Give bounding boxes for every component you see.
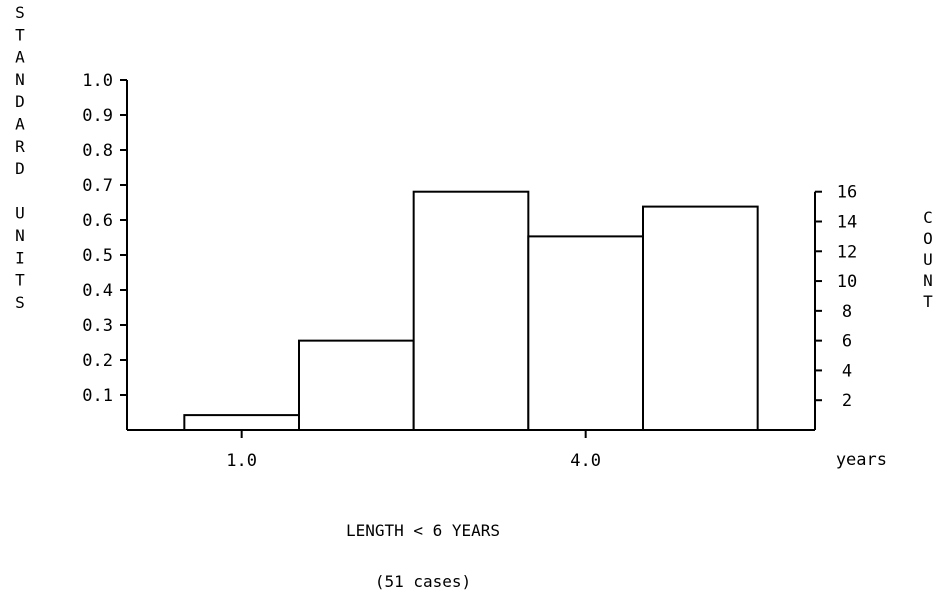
right-y-tick-label: 2 [842,391,852,411]
right-y-tick-label: 10 [837,272,857,292]
right-y-tick-label: 4 [842,361,852,381]
left-y-tick-label: 0.5 [82,246,113,266]
right-y-tick-label: 16 [837,183,857,203]
left-y-tick-label: 0.1 [82,386,113,406]
x-tick-label: 1.0 [226,451,257,471]
histogram-bar-3 [412,190,530,431]
left-y-tick-label: 0.4 [82,281,113,301]
left-y-tick-label: 0.3 [82,316,113,336]
left-y-tick-label: 0.7 [82,176,113,196]
right-y-axis-label-letter: C [923,208,933,227]
left-y-tick-label: 1.0 [82,71,113,91]
left-y-axis-label-letter: R [15,137,25,156]
histogram-bar-2 [298,339,415,432]
left-y-tick-label: 0.2 [82,351,113,371]
histogram-bar-4 [527,235,644,431]
left-y-axis-label-letter: S [15,3,25,22]
x-ticks: 1.0 4.0 [226,430,601,471]
right-y-ticks: 2 4 6 8 10 12 14 16 [815,183,857,411]
histogram-bar-1 [183,414,300,432]
left-y-tick-label: 0.8 [82,141,113,161]
right-y-tick-label: 14 [837,212,857,232]
left-y-axis-label-letter: N [15,70,25,89]
left-y-axis-label-letter: D [15,92,25,111]
right-y-axis-label-letter: O [923,229,933,248]
left-y-axis-label-letter: U [15,204,25,223]
left-y-axis-label-letter: T [15,25,25,44]
right-y-axis-label-letter: T [923,292,933,311]
left-y-axis-label-letter: S [15,293,25,312]
bars-layer [183,190,759,432]
left-y-axis-label-letter: A [15,115,25,134]
x-unit-label: years [836,450,887,470]
left-y-axis-label-letter: T [15,271,25,290]
right-y-axis-label-letter: N [923,271,933,290]
histogram-bar-5 [642,205,759,431]
left-y-axis-label-letter: D [15,159,25,178]
left-y-ticks: 0.1 0.2 0.3 0.4 0.5 0.6 0.7 0.8 0.9 1.0 [82,71,127,406]
left-y-axis-label-letter: A [15,48,25,67]
left-y-axis-label-letter: N [15,226,25,245]
x-tick-label: 4.0 [570,451,601,471]
left-y-tick-label: 0.6 [82,211,113,231]
left-y-tick-label: 0.9 [82,106,113,126]
chart-title: LENGTH < 6 YEARS [346,521,500,540]
right-y-tick-label: 6 [842,332,852,352]
right-y-tick-label: 12 [837,242,857,262]
right-y-axis-label-letter: U [923,250,933,269]
right-y-tick-label: 8 [842,302,852,322]
left-y-axis-label-letter: I [15,248,25,267]
chart-subtitle: (51 cases) [375,572,471,591]
